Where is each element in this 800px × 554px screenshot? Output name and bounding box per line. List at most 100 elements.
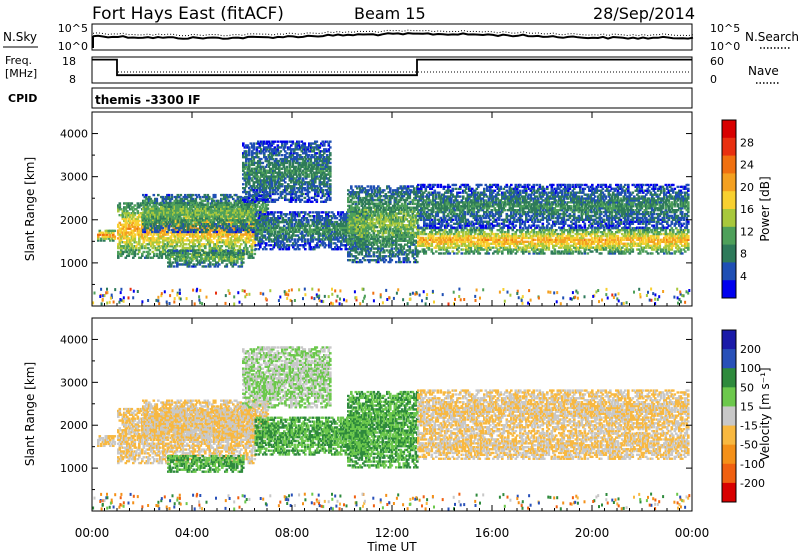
scatter-cell (171, 196, 174, 198)
scatter-cell (180, 194, 183, 196)
scatter-cell (256, 189, 259, 191)
scatter-cell (281, 154, 284, 156)
scatter-cell (105, 238, 108, 240)
scatter-cell (225, 215, 228, 217)
scatter-cell (147, 247, 150, 249)
scatter-cell (196, 215, 199, 217)
scatter-cell (286, 166, 289, 168)
scatter-cell (307, 238, 310, 240)
scatter-cell (223, 211, 226, 213)
scatter-cell (128, 237, 131, 239)
scatter-cell (273, 246, 276, 248)
scatter-cell (286, 240, 289, 242)
scatter-cell (329, 162, 332, 164)
scatter-cell (270, 238, 273, 240)
scatter-cell (250, 195, 253, 197)
scatter-cell (242, 197, 245, 199)
scatter-cell (196, 229, 199, 231)
scatter-cell (269, 189, 272, 191)
scatter-cell (153, 233, 156, 235)
scatter-cell (324, 246, 327, 248)
scatter-cell (213, 225, 216, 227)
scatter-cell (190, 221, 193, 223)
scatter-cell (117, 224, 120, 226)
scatter-cell (242, 256, 245, 258)
scatter-cell (173, 252, 176, 254)
scatter-cell (153, 194, 156, 196)
cpid-label: CPID (8, 92, 37, 105)
scatter-cell (226, 265, 229, 267)
scatter-cell (134, 212, 137, 214)
scatter-cell (137, 202, 140, 204)
scatter-cell (252, 257, 255, 259)
scatter-cell (302, 193, 305, 195)
scatter-cell (120, 208, 123, 210)
scatter-cell (274, 211, 277, 213)
scatter-cell (152, 251, 155, 253)
scatter-cell (322, 211, 325, 213)
scatter-cell (293, 185, 296, 187)
scatter-cell (196, 196, 199, 198)
scatter-cell (134, 253, 137, 255)
scatter-cell (255, 248, 258, 250)
scatter-cell (205, 265, 208, 267)
power-scatter (92, 141, 690, 306)
scatter-cell (201, 213, 204, 215)
scatter-cell (192, 194, 195, 196)
scatter-cell (285, 219, 288, 221)
noise-right-tick-bottom: 10^0 (710, 40, 740, 53)
scatter-cell (297, 234, 300, 236)
scatter-cell (282, 231, 285, 233)
scatter-cell (187, 252, 190, 254)
scatter-cell (340, 248, 343, 250)
scatter-cell (298, 248, 301, 250)
scatter-cell (157, 194, 160, 196)
scatter-cell (277, 144, 280, 146)
scatter-cell (329, 175, 332, 177)
scatter-cell (142, 194, 145, 196)
scatter-cell (305, 150, 308, 152)
scatter-cell (209, 261, 212, 263)
scatter-cell (309, 211, 312, 213)
scatter-cell (114, 230, 117, 232)
scatter-cell (251, 199, 254, 201)
scatter-cell (247, 144, 250, 146)
scatter-cell (308, 175, 311, 177)
scatter-cell (187, 225, 190, 227)
cpid-value: themis -3300 IF (95, 93, 201, 107)
scatter-cell (218, 263, 221, 265)
scatter-cell (114, 236, 117, 238)
scatter-cell (217, 265, 220, 267)
scatter-cell (329, 166, 332, 168)
scatter-cell (245, 150, 248, 152)
scatter-cell (202, 250, 205, 252)
scatter-cell (179, 250, 182, 252)
scatter-cell (242, 142, 245, 144)
freq-panel-frame (92, 57, 692, 83)
scatter-cell (267, 208, 270, 210)
scatter-cell (318, 211, 321, 213)
scatter-cell (135, 241, 138, 243)
scatter-cell (258, 202, 261, 204)
scatter-cell (304, 187, 307, 189)
scatter-cell (240, 231, 243, 233)
scatter-cell (198, 194, 201, 196)
scatter-cell (294, 238, 297, 240)
scatter-cell (187, 231, 190, 233)
scatter-cell (182, 250, 185, 252)
scatter-cell (330, 215, 333, 217)
scatter-cell (213, 200, 216, 202)
scatter-cell (149, 249, 152, 251)
scatter-cell (301, 231, 304, 233)
scatter-cell (281, 197, 284, 199)
scatter-cell (131, 202, 134, 204)
scatter-cell (253, 142, 256, 144)
scatter-cell (228, 223, 231, 225)
scatter-cell (263, 195, 266, 197)
scatter-cell (307, 219, 310, 221)
scatter-cell (200, 239, 203, 241)
scatter-cell (248, 150, 251, 152)
scatter-cell (147, 202, 150, 204)
scatter-cell (236, 233, 239, 235)
scatter-cell (279, 217, 282, 219)
